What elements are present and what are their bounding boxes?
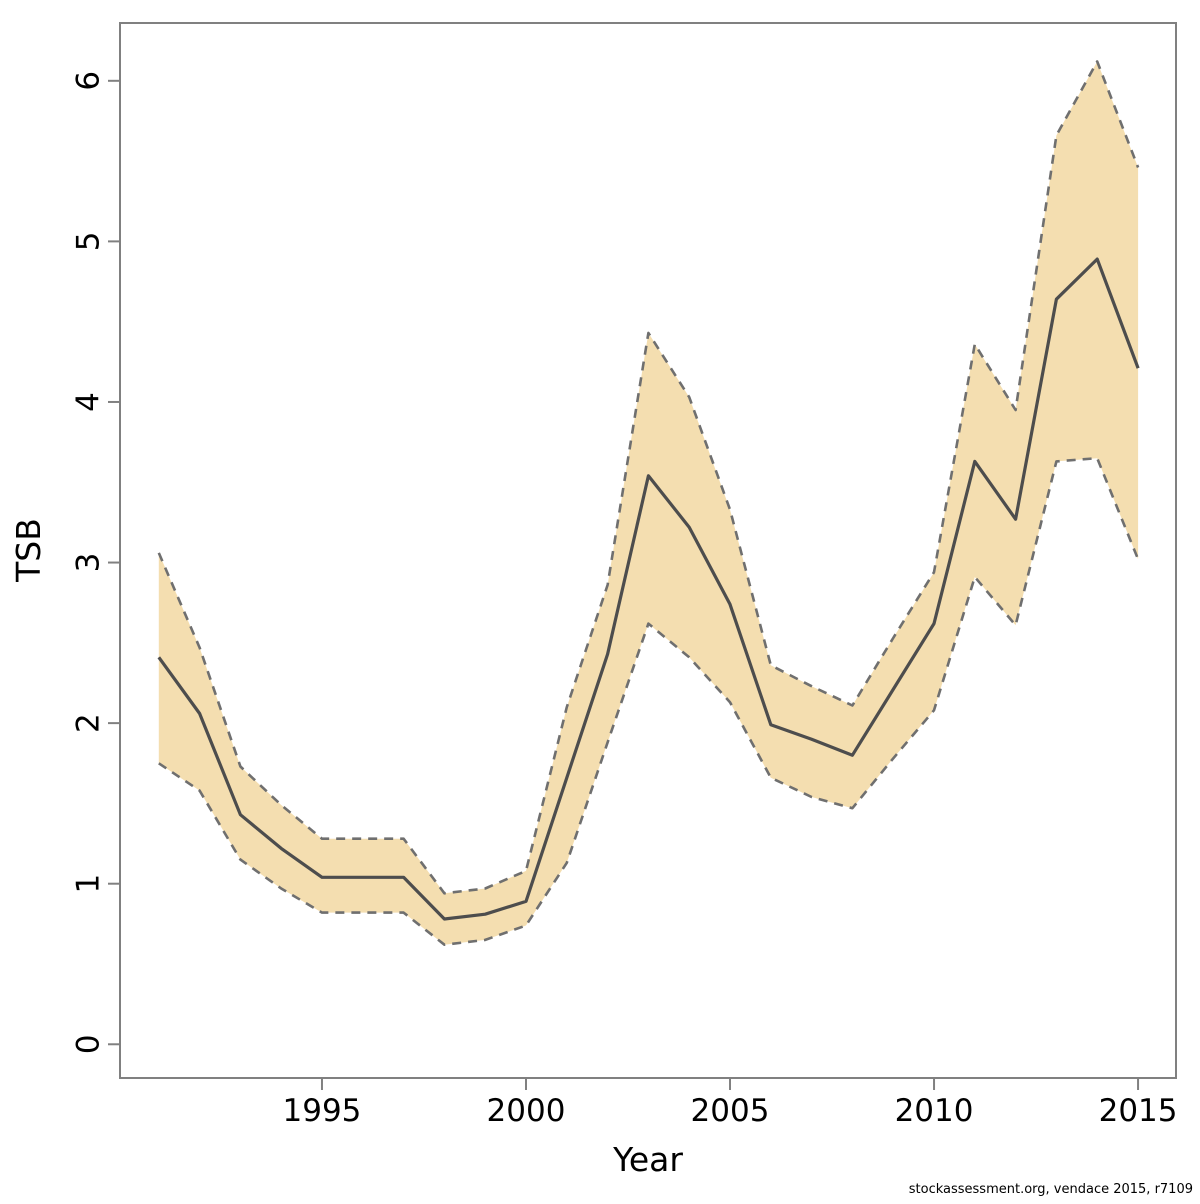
y-tick-label: 0: [71, 1034, 107, 1054]
y-tick-label: 3: [71, 553, 107, 573]
x-tick-label: 1995: [283, 1093, 362, 1129]
caption: stockassessment.org, vendace 2015, r7109: [909, 1182, 1193, 1197]
y-axis-title: TSB: [9, 518, 48, 583]
x-tick-label: 2000: [487, 1093, 566, 1129]
y-tick-label: 6: [71, 71, 107, 91]
plot-border: [119, 22, 1177, 1079]
upper-ci-line: [157, 60, 1140, 895]
tsb-median-line: [157, 257, 1140, 921]
x-tick-label: 2010: [895, 1093, 974, 1129]
x-tick-label: 2005: [691, 1093, 770, 1129]
y-tick-label: 4: [71, 392, 107, 412]
x-axis-ticks: 1995 2000 2005 2010 2015: [283, 1078, 1178, 1129]
y-axis-ticks: 0 1 2 3 4 5 6: [71, 71, 120, 1054]
x-tick-label: 2015: [1099, 1093, 1178, 1129]
confidence-band: [158, 61, 1139, 945]
y-tick-label: 5: [71, 232, 107, 252]
y-tick-label: 1: [71, 874, 107, 894]
lower-ci-line: [158, 456, 1140, 947]
x-axis-title: Year: [612, 1140, 683, 1179]
y-tick-label: 2: [71, 713, 107, 733]
